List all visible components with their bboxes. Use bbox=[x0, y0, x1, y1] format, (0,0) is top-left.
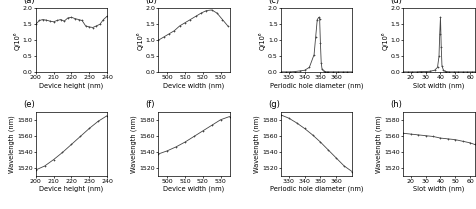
X-axis label: Slot width (nm): Slot width (nm) bbox=[412, 186, 464, 192]
Y-axis label: Q/10⁶: Q/10⁶ bbox=[258, 31, 265, 50]
Y-axis label: Wavelength (nm): Wavelength (nm) bbox=[9, 115, 15, 172]
Y-axis label: Wavelength (nm): Wavelength (nm) bbox=[253, 115, 259, 172]
X-axis label: Slot width (nm): Slot width (nm) bbox=[412, 83, 464, 89]
Text: (e): (e) bbox=[23, 99, 35, 108]
Y-axis label: Wavelength (nm): Wavelength (nm) bbox=[130, 115, 137, 172]
Y-axis label: Wavelength (nm): Wavelength (nm) bbox=[375, 115, 382, 172]
Text: (g): (g) bbox=[268, 99, 279, 108]
Text: (f): (f) bbox=[145, 99, 155, 108]
X-axis label: Periodic hole diameter (nm): Periodic hole diameter (nm) bbox=[269, 83, 362, 89]
X-axis label: Device height (nm): Device height (nm) bbox=[39, 186, 103, 192]
Text: (h): (h) bbox=[390, 99, 402, 108]
X-axis label: Device width (nm): Device width (nm) bbox=[163, 83, 224, 89]
X-axis label: Device width (nm): Device width (nm) bbox=[163, 186, 224, 192]
Y-axis label: Q/10⁶: Q/10⁶ bbox=[14, 31, 20, 50]
Y-axis label: Q/10⁶: Q/10⁶ bbox=[136, 31, 143, 50]
Text: (c): (c) bbox=[268, 0, 278, 5]
Y-axis label: Q/10⁶: Q/10⁶ bbox=[380, 31, 387, 50]
Text: (b): (b) bbox=[145, 0, 157, 5]
X-axis label: Periodic hole diameter (nm): Periodic hole diameter (nm) bbox=[269, 186, 362, 192]
Text: (d): (d) bbox=[390, 0, 402, 5]
X-axis label: Device height (nm): Device height (nm) bbox=[39, 83, 103, 89]
Text: (a): (a) bbox=[23, 0, 34, 5]
